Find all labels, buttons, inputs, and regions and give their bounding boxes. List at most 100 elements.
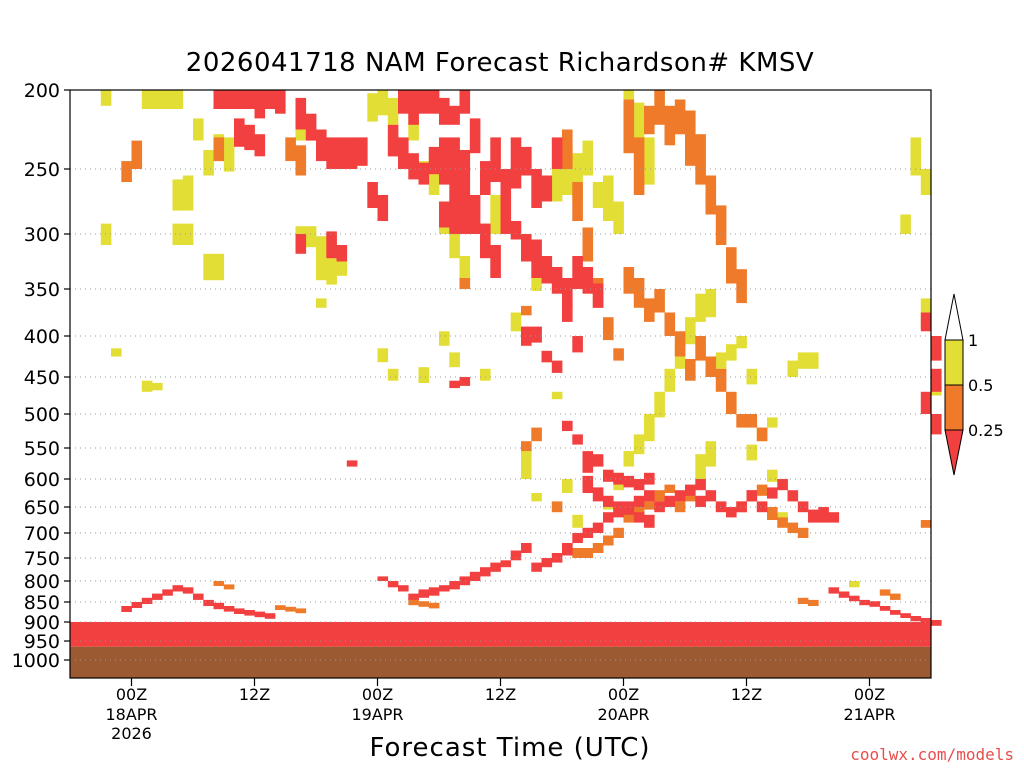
x-tick-label: 12Z	[239, 685, 270, 704]
data-cell	[562, 278, 573, 308]
data-cell	[746, 444, 758, 461]
data-cell	[592, 487, 604, 502]
data-cell	[582, 451, 594, 473]
data-cell	[377, 348, 389, 363]
data-cell	[787, 522, 799, 533]
data-cell	[746, 414, 758, 428]
x-tick-label: 00Z	[608, 685, 639, 704]
data-cell	[726, 507, 737, 518]
data-cell	[162, 589, 173, 596]
legend-swatch-025-05	[944, 384, 964, 431]
data-cell	[541, 350, 553, 363]
data-cell	[890, 593, 901, 600]
data-cell	[695, 454, 706, 479]
data-cell	[295, 145, 307, 176]
data-cell	[859, 599, 870, 606]
y-tick-label: 300	[24, 224, 60, 246]
data-cell	[572, 336, 583, 353]
legend-swatch-gt1	[944, 293, 964, 341]
data-cell	[664, 495, 676, 507]
data-cell	[613, 501, 624, 513]
data-cell	[459, 208, 471, 234]
data-cell	[141, 380, 153, 392]
data-cell	[705, 356, 717, 377]
data-cell	[244, 90, 255, 109]
data-cell	[572, 256, 583, 289]
data-cell	[572, 514, 583, 528]
data-cell	[336, 245, 348, 262]
data-cell	[377, 90, 389, 116]
x-tick-label: 12Z	[731, 685, 762, 704]
data-cell	[387, 124, 399, 157]
data-cell	[152, 90, 163, 109]
data-cell	[439, 137, 450, 185]
data-cell	[623, 512, 635, 523]
data-cell	[213, 581, 225, 586]
data-cell	[316, 236, 327, 281]
data-cell	[551, 360, 563, 373]
data-cell	[808, 599, 819, 606]
data-cell	[572, 182, 583, 221]
ground-layer	[70, 646, 931, 678]
data-cell	[387, 97, 399, 125]
data-cell	[172, 179, 184, 211]
data-cell	[562, 129, 573, 169]
data-cell	[490, 562, 501, 572]
data-cell	[459, 576, 471, 586]
data-cell	[797, 527, 809, 538]
data-cell	[264, 90, 276, 109]
x-tick-date: 20APR	[597, 705, 649, 724]
data-cell	[162, 90, 173, 109]
data-cell	[562, 303, 573, 322]
data-cell	[551, 267, 563, 294]
data-cell	[695, 134, 706, 185]
data-cell	[603, 495, 614, 507]
data-cell	[654, 391, 665, 418]
data-cell	[428, 587, 440, 596]
data-cell	[459, 90, 471, 114]
data-cell	[295, 608, 307, 614]
data-cell	[521, 146, 532, 176]
data-cell	[705, 490, 717, 502]
data-cell	[377, 576, 389, 581]
data-cell	[736, 501, 747, 513]
data-cell	[931, 620, 942, 626]
data-cell	[213, 253, 225, 281]
data-cell	[633, 278, 645, 308]
x-tick-date: 19APR	[351, 705, 403, 724]
data-cell	[244, 124, 255, 151]
data-cell	[767, 417, 778, 428]
data-cell	[510, 550, 522, 561]
data-cell	[674, 490, 686, 502]
data-cell	[449, 137, 460, 221]
data-cell	[572, 434, 583, 445]
y-tick-label: 450	[24, 367, 60, 389]
data-cell	[572, 153, 583, 202]
data-cell	[254, 90, 266, 119]
data-cell	[582, 267, 594, 294]
y-tick-label: 650	[24, 497, 60, 519]
x-tick-label: 12Z	[485, 685, 516, 704]
data-cell	[603, 535, 614, 546]
y-tick-label: 1000	[12, 650, 60, 672]
data-cell	[767, 507, 778, 520]
data-cell	[828, 512, 840, 523]
data-cell	[644, 501, 655, 510]
data-cell	[449, 352, 460, 368]
data-cell	[705, 175, 717, 215]
data-cell	[562, 145, 573, 195]
data-cell	[633, 102, 645, 146]
data-cell	[787, 490, 799, 502]
data-cell	[500, 208, 512, 234]
data-cell	[490, 137, 501, 182]
data-cell	[551, 169, 563, 202]
data-cell	[633, 512, 645, 523]
data-cell	[531, 562, 542, 572]
data-cell	[244, 610, 255, 616]
y-tick-label: 600	[24, 469, 60, 491]
data-cell	[213, 137, 225, 162]
data-cell	[797, 597, 809, 604]
data-cell	[367, 93, 378, 122]
data-cell	[428, 146, 440, 175]
data-cell	[879, 589, 891, 596]
